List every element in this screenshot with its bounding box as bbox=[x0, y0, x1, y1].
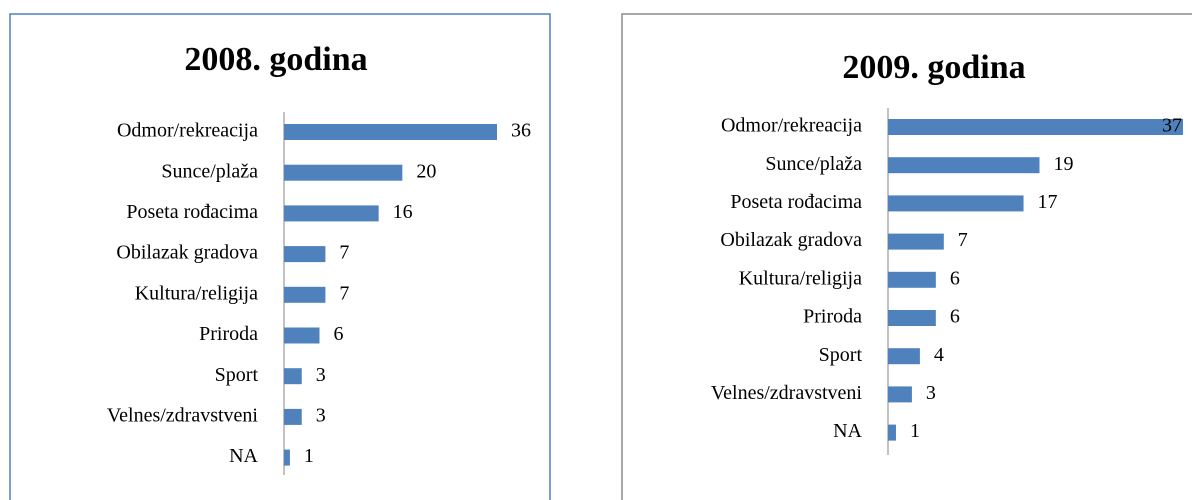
bar bbox=[888, 386, 912, 403]
bar bbox=[284, 449, 290, 466]
bar bbox=[284, 408, 302, 425]
category-label: Poseta rođacima bbox=[730, 191, 862, 213]
category-label: Priroda bbox=[803, 306, 862, 328]
value-label: 20 bbox=[416, 160, 436, 182]
value-label: 3 bbox=[316, 404, 326, 426]
category-label: Odmor/rekreacija bbox=[721, 115, 862, 137]
bar bbox=[888, 157, 1040, 174]
category-label: Kultura/religija bbox=[739, 267, 862, 289]
value-label: 6 bbox=[334, 323, 344, 345]
bar bbox=[284, 124, 497, 140]
bar bbox=[888, 195, 1024, 212]
value-label: 3 bbox=[316, 364, 326, 386]
bar bbox=[284, 164, 403, 181]
value-label: 4 bbox=[934, 344, 944, 366]
bar bbox=[284, 327, 320, 344]
value-label: 7 bbox=[339, 242, 349, 264]
category-label: NA bbox=[229, 445, 258, 467]
bar bbox=[888, 119, 1183, 135]
bar bbox=[888, 348, 920, 365]
category-label: Kultura/religija bbox=[135, 282, 258, 304]
bar bbox=[284, 205, 379, 222]
category-label: Odmor/rekreacija bbox=[117, 120, 258, 142]
category-label: Sport bbox=[215, 364, 259, 386]
value-label: 6 bbox=[950, 267, 960, 289]
value-label: 19 bbox=[1053, 153, 1073, 175]
chart-title: 2008. godina bbox=[184, 41, 367, 78]
bar bbox=[888, 310, 936, 326]
bar bbox=[888, 233, 944, 250]
value-label: 1 bbox=[910, 420, 920, 442]
category-label: Sunce/plaža bbox=[161, 160, 258, 182]
value-label: 36 bbox=[511, 120, 531, 142]
value-label: 7 bbox=[339, 282, 349, 304]
value-label: 7 bbox=[958, 229, 968, 251]
category-label: Velnes/zdravstveni bbox=[711, 382, 863, 404]
category-label: NA bbox=[833, 420, 862, 442]
bar bbox=[888, 424, 896, 441]
panel-2008 bbox=[9, 13, 551, 500]
value-label: 37 bbox=[1162, 115, 1182, 137]
category-label: Poseta rođacima bbox=[126, 201, 258, 223]
category-label: Sunce/plaža bbox=[765, 153, 862, 175]
value-label: 17 bbox=[1038, 191, 1058, 213]
bar bbox=[888, 271, 936, 288]
value-label: 16 bbox=[393, 201, 413, 223]
panel-2009 bbox=[621, 13, 1192, 500]
value-label: 1 bbox=[304, 445, 314, 467]
category-label: Obilazak gradova bbox=[720, 229, 862, 251]
value-label: 6 bbox=[950, 306, 960, 328]
chart-title: 2009. godina bbox=[842, 49, 1025, 86]
category-label: Velnes/zdravstveni bbox=[107, 404, 259, 426]
category-label: Sport bbox=[819, 344, 863, 366]
bar bbox=[284, 286, 326, 303]
category-label: Obilazak gradova bbox=[116, 242, 258, 264]
category-label: Priroda bbox=[199, 323, 258, 345]
bar bbox=[284, 246, 326, 263]
bar bbox=[284, 368, 302, 385]
value-label: 3 bbox=[926, 382, 936, 404]
